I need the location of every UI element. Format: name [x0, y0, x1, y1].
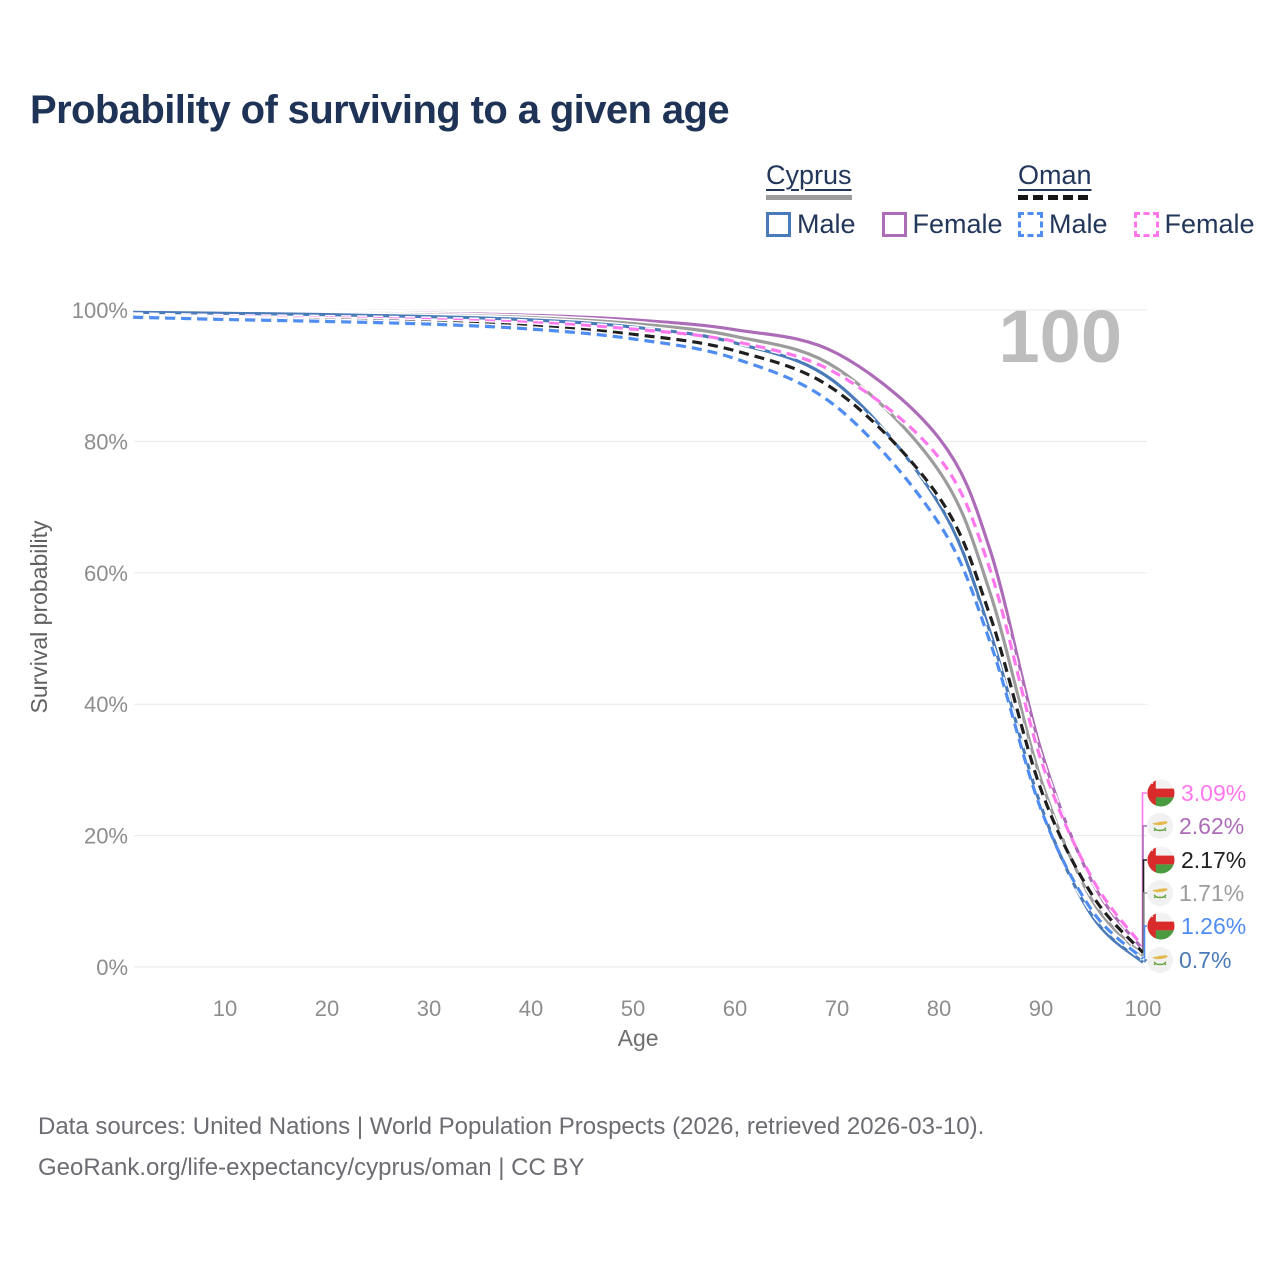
x-axis-title: Age	[618, 1025, 659, 1051]
legend-swatch	[1018, 212, 1043, 237]
label-connector	[1144, 959, 1147, 963]
x-tick-label: 60	[723, 996, 747, 1021]
x-tick-label: 70	[825, 996, 849, 1021]
footer-attribution: GeoRank.org/life-expectancy/cyprus/oman …	[38, 1154, 585, 1181]
legend-item-label: Female	[912, 209, 1003, 239]
curve-halo	[133, 314, 1146, 961]
legend-group-line-sample	[766, 195, 852, 200]
label-connector	[1143, 925, 1147, 959]
legend-item-cyprus-male[interactable]: Male	[766, 209, 856, 240]
footer-sources: Data sources: United Nations | World Pop…	[38, 1113, 985, 1140]
legend-group-name: Oman	[1018, 160, 1092, 190]
legend-item-label: Male	[1049, 209, 1108, 239]
legend-swatch	[766, 212, 791, 237]
x-tick-label: 20	[315, 996, 339, 1021]
y-tick-label: 40%	[84, 692, 128, 717]
x-tick-label: 100	[1125, 996, 1162, 1021]
age-counter-watermark: 100	[999, 295, 1122, 378]
legend-item-cyprus-female[interactable]: Female	[881, 209, 1003, 240]
y-tick-label: 0%	[96, 955, 128, 980]
legend-item-label: Female	[1164, 209, 1255, 239]
x-tick-label: 80	[927, 996, 951, 1021]
legend-swatch	[881, 212, 907, 237]
legend-item-label: Male	[797, 209, 856, 239]
y-tick-label: 20%	[84, 824, 128, 849]
x-tick-label: 90	[1029, 996, 1053, 1021]
legend-group-oman: Oman Male Female	[1018, 160, 1255, 240]
legend-item-oman-male[interactable]: Male	[1018, 209, 1108, 240]
x-tick-label: 30	[417, 996, 441, 1021]
legend: Cyprus Male Female Oman Male Female	[0, 160, 1280, 255]
curve-oman-male	[133, 315, 1145, 960]
x-tick-label: 40	[519, 996, 543, 1021]
x-tick-label: 10	[213, 996, 237, 1021]
y-tick-label: 100%	[72, 298, 128, 323]
y-tick-label: 80%	[84, 429, 128, 454]
legend-item-oman-female[interactable]: Female	[1133, 209, 1255, 240]
y-tick-label: 60%	[84, 561, 128, 586]
footer: Data sources: United Nations | World Pop…	[38, 1106, 984, 1188]
x-tick-label: 50	[621, 996, 645, 1021]
y-axis-title: Survival probability	[26, 520, 52, 714]
legend-group-line-sample	[1018, 195, 1088, 200]
legend-group-cyprus: Cyprus Male Female	[766, 160, 1003, 240]
page-title: Probability of surviving to a given age	[30, 88, 730, 132]
legend-group-name: Cyprus	[766, 160, 852, 190]
legend-swatch	[1133, 212, 1159, 237]
curve-cyprus-male	[133, 310, 1145, 964]
